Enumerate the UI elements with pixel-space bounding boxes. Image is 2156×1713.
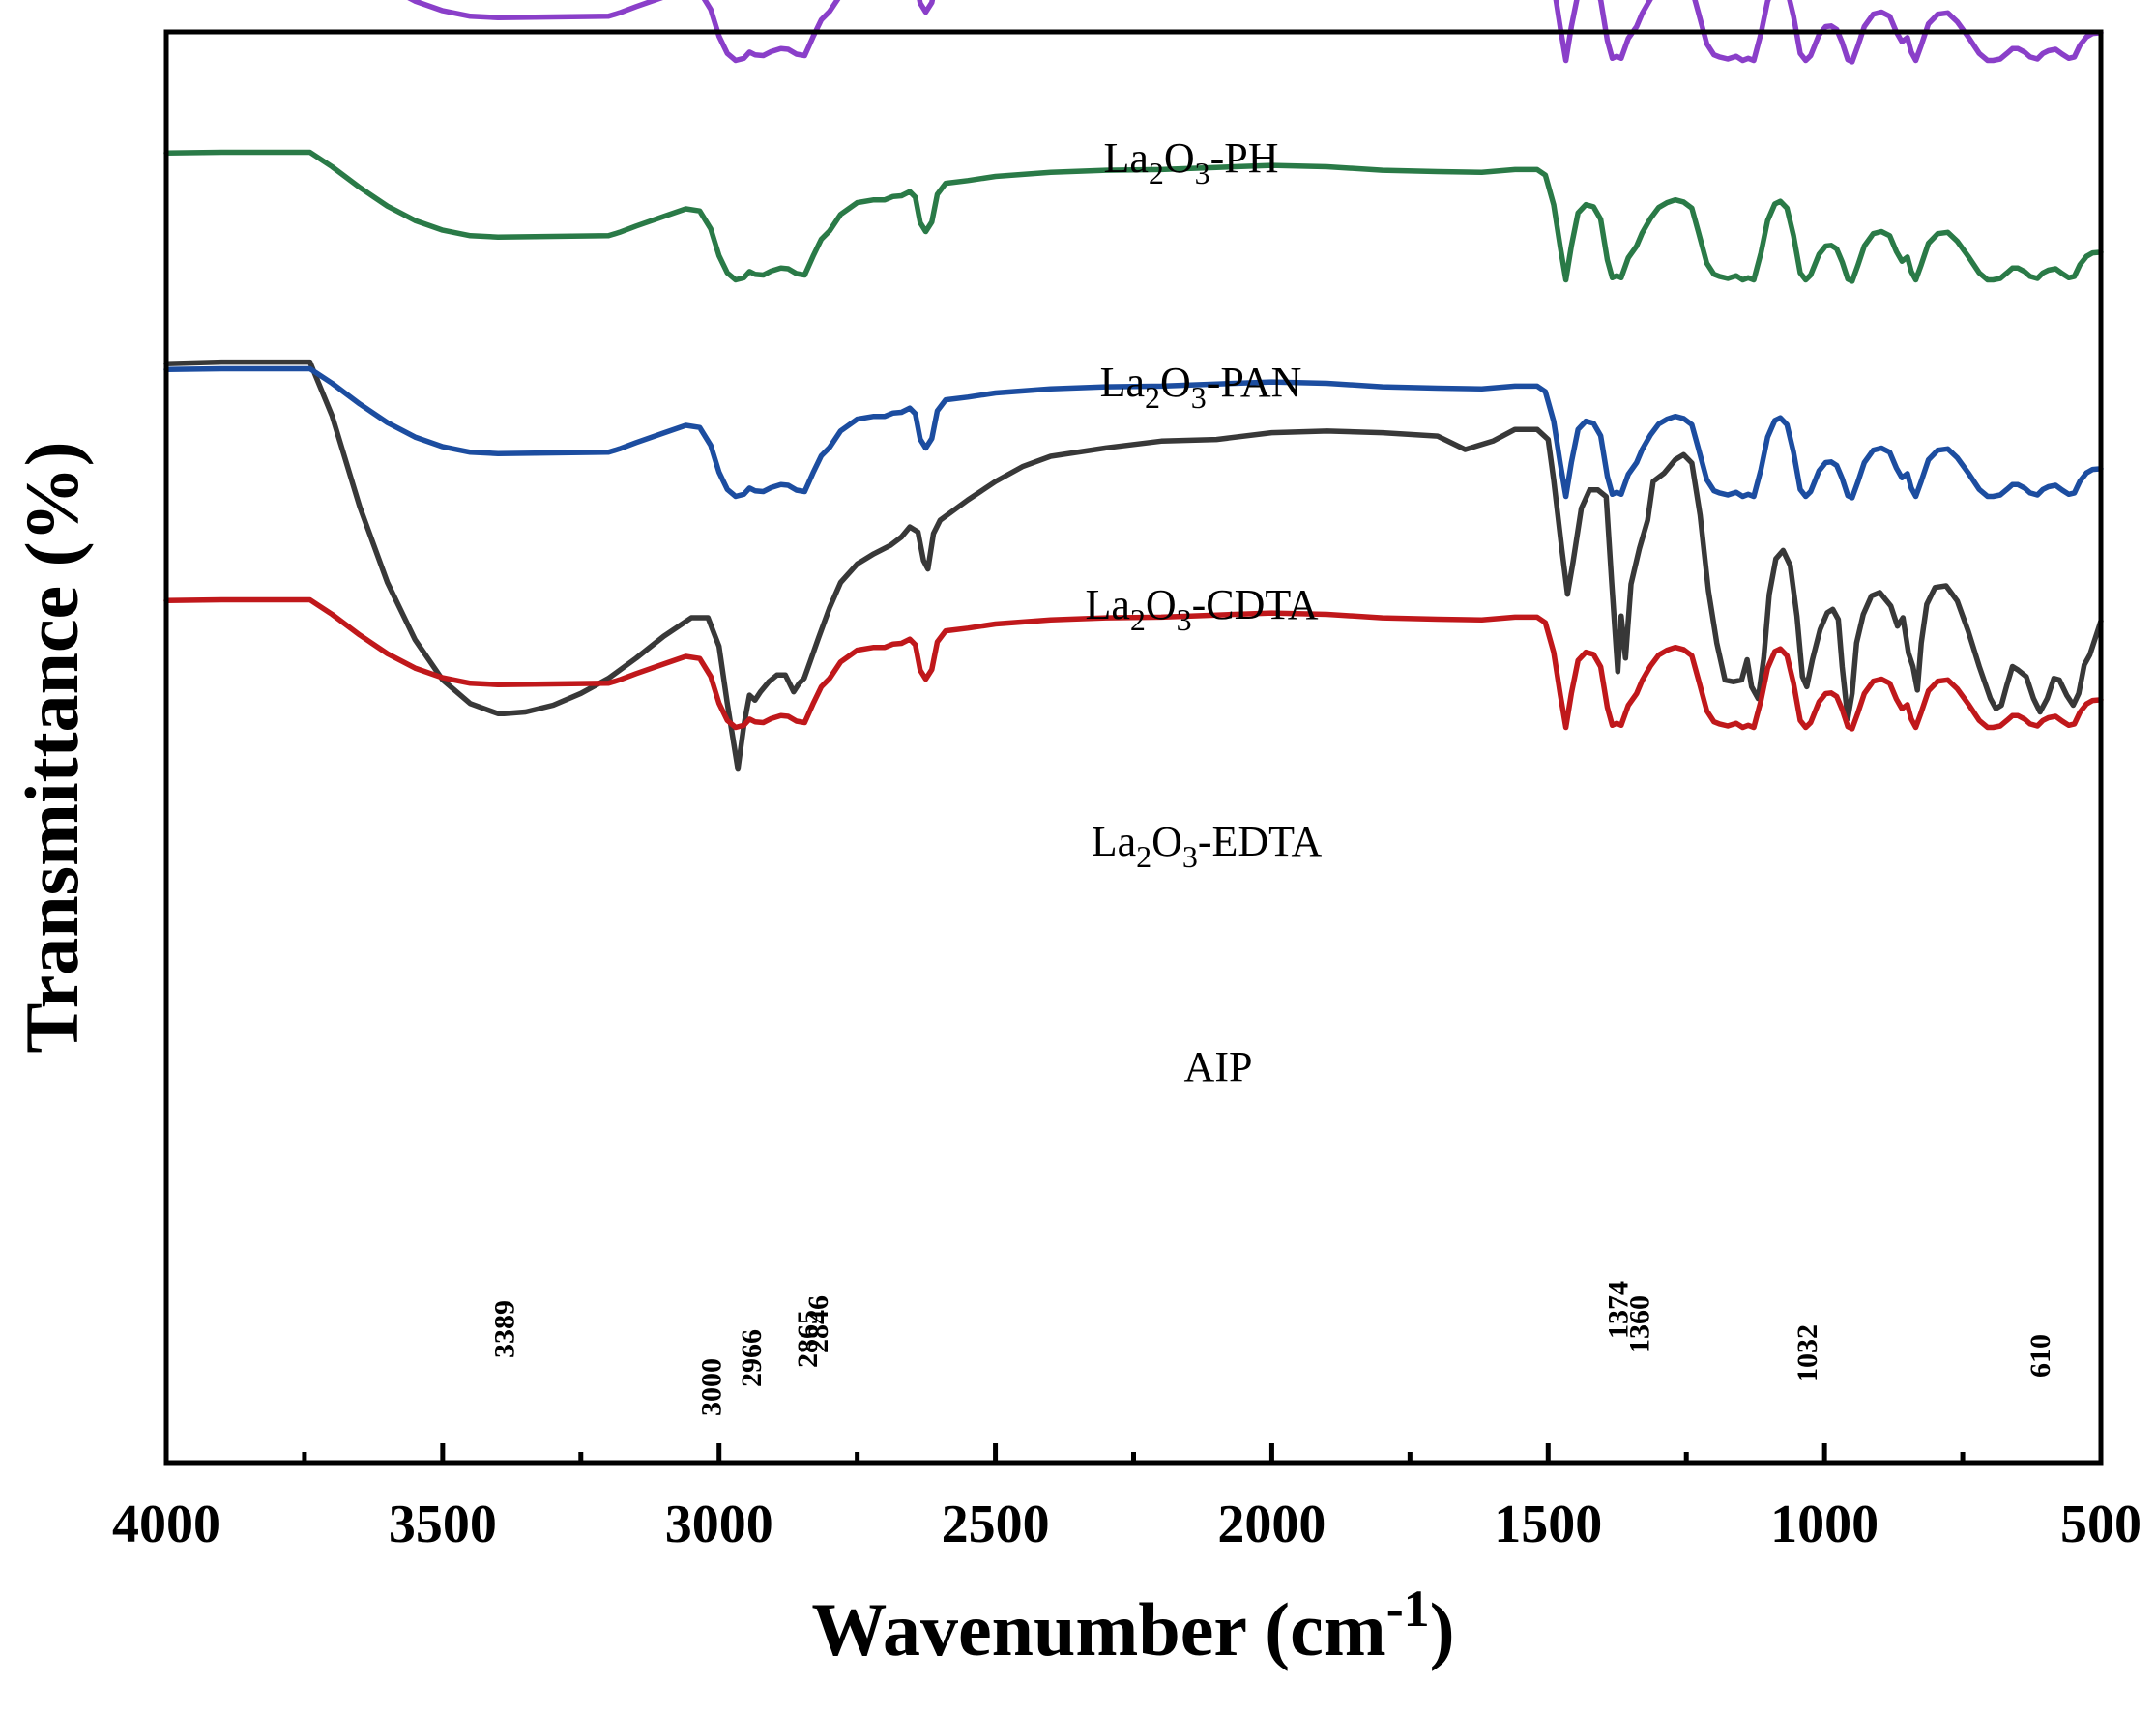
x-axis-title-main: Wavenumber (cm (811, 1587, 1385, 1671)
peak-label-1374: 1374 (1602, 1281, 1634, 1339)
x-axis-ticks (163, 1443, 2104, 1463)
series-layer (163, 0, 2104, 772)
y-axis-title: Transmittance (%) (10, 441, 94, 1053)
x-tick-label: 3000 (665, 1495, 773, 1554)
series-line-la2o3-pan (163, 149, 2104, 284)
peak-label-2966: 2966 (736, 1329, 768, 1387)
x-axis-title: Wavenumber (cm-1) (811, 1580, 1454, 1671)
x-tick-label: 3500 (389, 1495, 497, 1554)
series-line-la2o3-cdta (163, 365, 2104, 501)
x-tick-label: 1000 (1770, 1495, 1879, 1554)
series-line-aip (163, 359, 2104, 772)
plot-frame (163, 29, 2104, 1466)
x-axis-title-superscript: -1 (1386, 1580, 1430, 1638)
x-tick-label: 2500 (942, 1495, 1050, 1554)
x-tick-label: 1500 (1494, 1495, 1602, 1554)
series-line-la2o3-edta (163, 596, 2104, 732)
x-axis-tick-labels: 4000 3500 3000 2500 2000 1500 1000 500 (112, 1495, 2141, 1554)
peak-label-1360: 1360 (1623, 1295, 1655, 1353)
x-tick-label: 500 (2060, 1495, 2141, 1554)
peak-label-3389: 3389 (488, 1300, 520, 1358)
series-label-la2o3-pan: La2O3-PAN (1100, 359, 1302, 415)
peak-label-2846: 2846 (802, 1295, 834, 1353)
peak-label-610: 610 (2025, 1334, 2056, 1378)
x-axis-title-close: ) (1430, 1587, 1455, 1671)
series-label-la2o3-cdta: La2O3-CDTA (1085, 581, 1318, 637)
series-line-la2o3-ph (407, 0, 2104, 65)
series-label-la2o3-ph: La2O3-PH (1103, 134, 1278, 190)
series-label-la2o3-edta: La2O3-EDTA (1092, 818, 1323, 874)
x-tick-label: 2000 (1217, 1495, 1326, 1554)
series-label-layer: AIP La2O3-EDTA La2O3-CDTA La2O3-PAN La2O3-PH (1085, 134, 1322, 1090)
x-tick-label: 4000 (112, 1495, 220, 1554)
peak-label-1032: 1032 (1792, 1324, 1823, 1382)
peak-label-3000: 3000 (696, 1358, 728, 1416)
peak-label-2865: 2865 (792, 1310, 824, 1368)
series-label-aip: AIP (1184, 1043, 1253, 1090)
